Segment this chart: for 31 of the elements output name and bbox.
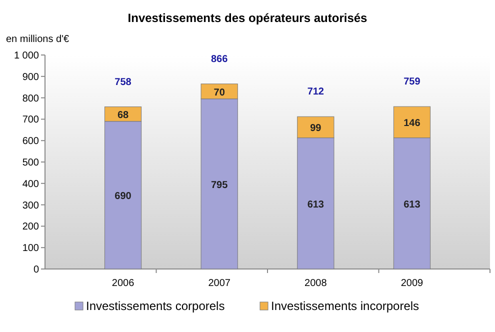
y-tick-label: 100 (22, 243, 40, 254)
data-label: 70 (214, 87, 226, 98)
data-label: 690 (114, 191, 132, 202)
data-label: 613 (307, 199, 324, 210)
chart-title: Investissements des opérateurs autorisés (128, 11, 368, 25)
y-tick-label: 500 (22, 158, 40, 168)
legend-label: Investissements incorporels (271, 299, 420, 313)
y-tick-label: 0 (33, 264, 40, 276)
x-tick-label: 2009 (400, 278, 424, 289)
legend-label: Investissements corporels (86, 299, 225, 313)
x-tick-label: 2007 (208, 278, 231, 289)
y-tick-label: 300 (22, 200, 40, 212)
y-axis-title: en millions d'€ (6, 34, 70, 45)
y-tick-label: 1 000 (14, 50, 40, 62)
y-tick-label: 400 (22, 178, 40, 190)
data-label: 146 (404, 118, 421, 130)
data-label: 613 (404, 199, 421, 210)
total-label: 866 (210, 54, 228, 65)
y-tick-label: 800 (22, 93, 40, 104)
y-tick-label: 900 (22, 72, 40, 83)
data-label: 68 (117, 110, 130, 122)
y-tick-label: 200 (22, 222, 40, 233)
x-tick-label: 2008 (304, 278, 328, 289)
x-tick-label: 2006 (112, 278, 135, 289)
total-label: 712 (307, 86, 324, 98)
y-tick-label: 700 (22, 114, 40, 126)
y-tick-label: 600 (22, 136, 40, 148)
total-label: 758 (114, 76, 132, 88)
data-label: 795 (210, 180, 228, 191)
total-label: 759 (404, 76, 421, 88)
data-label: 99 (310, 123, 322, 134)
